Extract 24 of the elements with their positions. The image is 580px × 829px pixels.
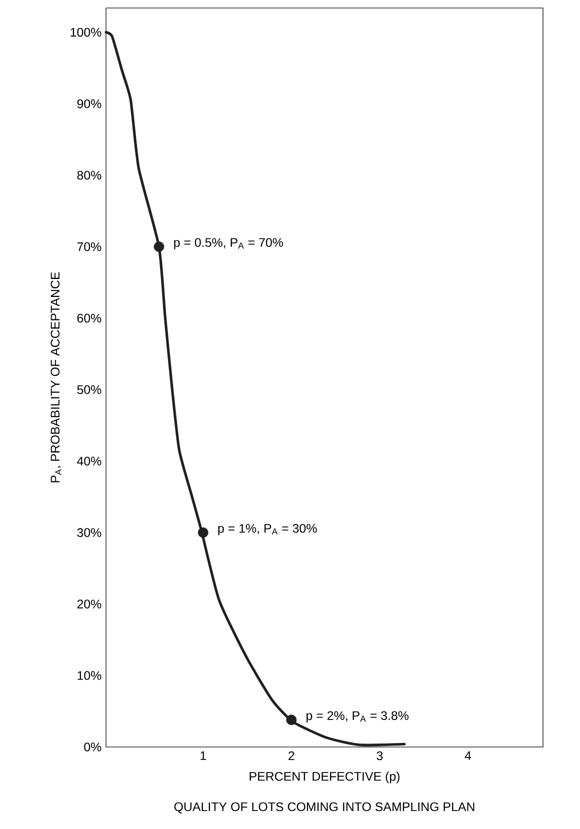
point — [154, 242, 164, 252]
x-tick-label: 3 — [376, 751, 383, 760]
point — [198, 527, 208, 538]
y-tick-label: 100% — [70, 28, 102, 37]
x-axis-title: PERCENT DEFECTIVE (p) — [250, 772, 400, 784]
y-tick-label: 90% — [77, 99, 102, 108]
y-tick-label: 0% — [84, 742, 102, 752]
x-tick-label: 2 — [288, 751, 294, 760]
y-tick-label: 70% — [77, 242, 102, 252]
annotation: p = 0.5%, P$_{A}$ = 70% — [174, 238, 284, 250]
annotation: p = 2%, P$_{A}$ = 3.8% — [306, 711, 409, 722]
y-axis-title: P$_{A}$, PROBABILITY OF ACCEPTANCE — [50, 272, 62, 482]
y-tick-label: 50% — [77, 385, 102, 394]
y-tick-label: 60% — [77, 314, 102, 323]
annotation: p = 1%, P$_{A}$ = 30% — [218, 524, 317, 536]
text: QUALITY OF LOTS COMING INTO SAMPLING PLAN — [174, 802, 474, 814]
point — [286, 714, 297, 726]
y-tick-label: 20% — [77, 600, 102, 608]
y-tick-label: 30% — [77, 528, 102, 537]
x-tick-label: 4 — [464, 751, 472, 760]
y-tick-label: 40% — [77, 456, 102, 466]
y-tick-label: 10% — [78, 671, 102, 680]
y-tick-label: 80% — [77, 170, 102, 180]
x-tick-label: 1 — [200, 751, 206, 760]
